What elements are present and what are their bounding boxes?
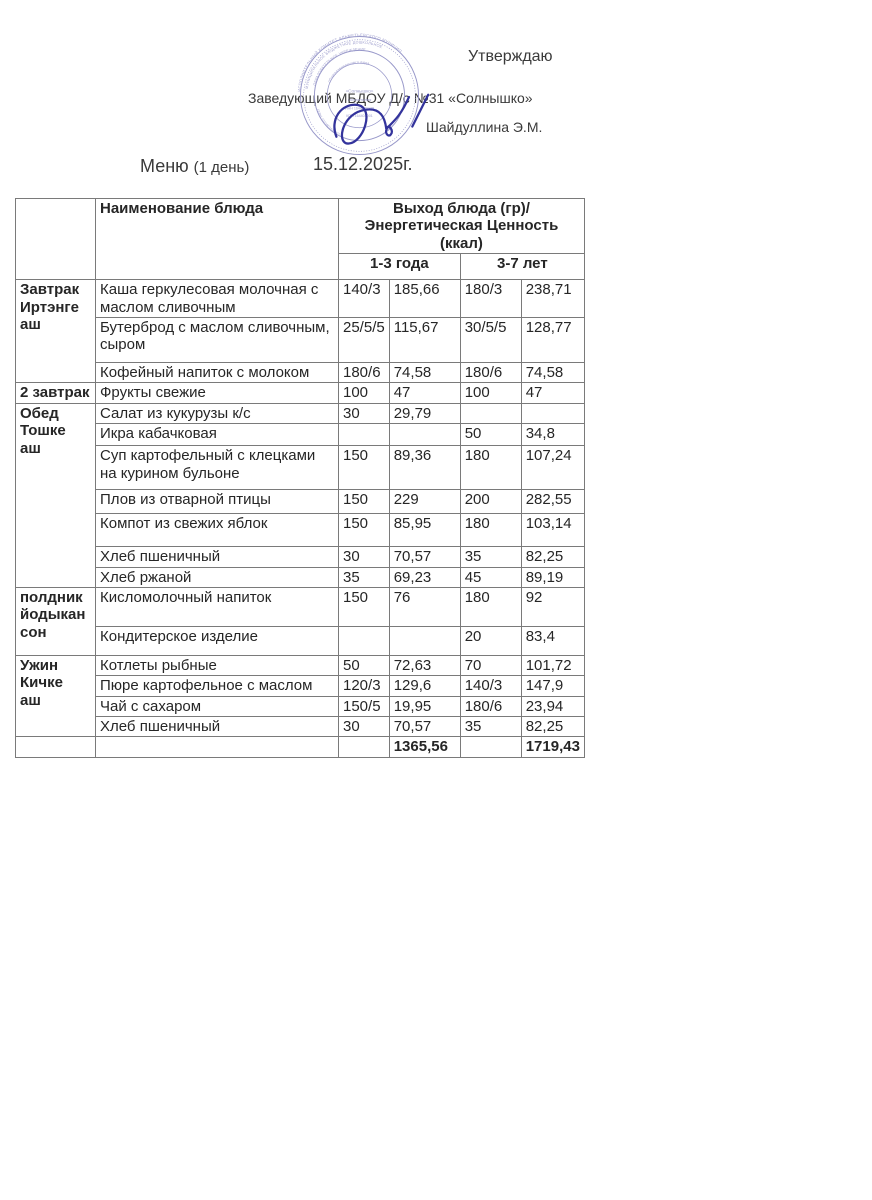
svg-text:общеразвивающего вида: общеразвивающего вида <box>327 60 371 83</box>
